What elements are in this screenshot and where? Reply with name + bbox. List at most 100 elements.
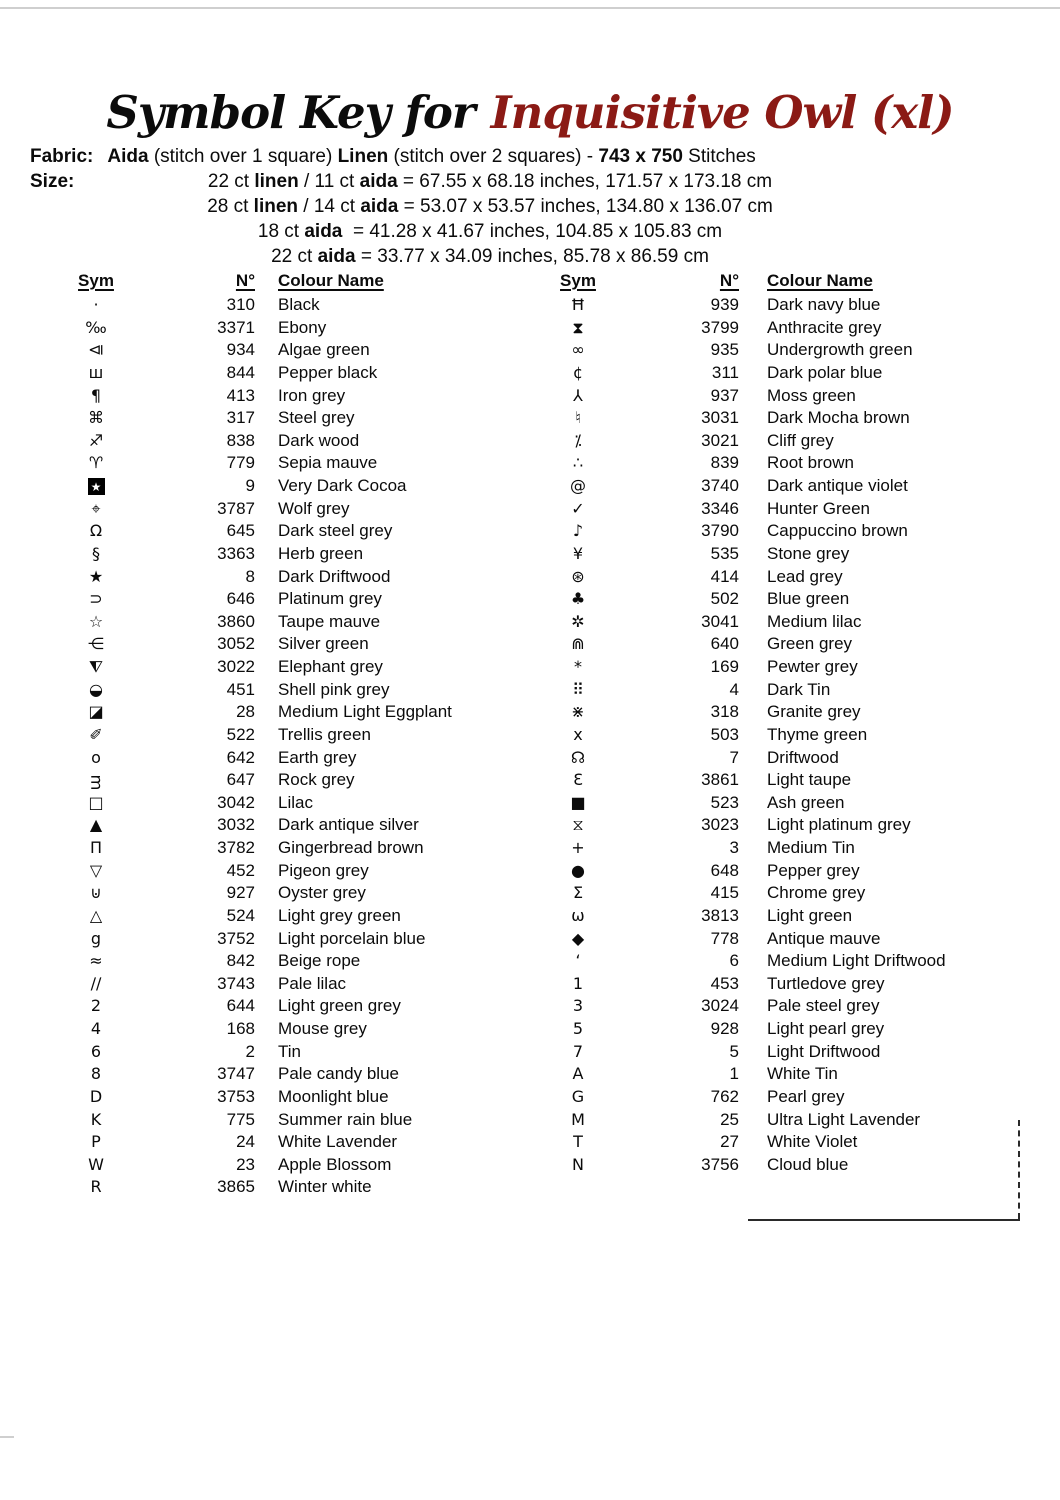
stitch-symbol: o <box>91 747 101 767</box>
colour-name: White Lavender <box>278 1132 398 1152</box>
table-row: ⌖ 3787 Wolf grey <box>60 498 560 521</box>
stitch-symbol: 4 <box>90 1019 102 1038</box>
thread-number: 3024 <box>701 996 739 1016</box>
thread-number: 3052 <box>217 634 255 654</box>
header-colour-name: Colour Name <box>278 271 384 290</box>
table-row: A 1 White Tin <box>542 1063 1039 1086</box>
thread-number: 3023 <box>701 815 739 835</box>
stitch-symbol: ☊ <box>570 747 586 767</box>
colour-name: Light green <box>767 905 853 925</box>
table-row: ⠿ 4 Dark Tin <box>542 679 1039 702</box>
thread-number: 6 <box>729 951 739 971</box>
thread-number: 25 <box>720 1109 739 1129</box>
stitch-symbol: K <box>90 1109 102 1129</box>
stitch-symbol: ⌘ <box>88 408 104 428</box>
table-header-right: Sym N° Colour Name <box>542 268 1039 294</box>
colour-name: Steel grey <box>278 408 355 428</box>
colour-name: Beige rope <box>278 951 361 971</box>
stitch-symbol: 1 <box>572 973 584 993</box>
stitch-symbol: ⋲ <box>88 634 104 654</box>
table-row: ☊ 7 Driftwood <box>542 747 1039 770</box>
colour-name: Very Dark Cocoa <box>278 476 407 495</box>
thread-number: 3865 <box>217 1177 255 1197</box>
thread-number: 318 <box>710 702 739 722</box>
colour-name: Trellis green <box>278 724 371 744</box>
stitch-symbol: Ɛ <box>573 770 583 790</box>
thread-number: 523 <box>710 792 739 812</box>
thread-number: 3346 <box>701 498 739 518</box>
stitch-symbol: ⌖ <box>91 498 101 518</box>
table-row: 2 644 Light green grey <box>60 995 560 1018</box>
stitch-symbol: ⁒ <box>574 430 582 450</box>
size-line: 22 ct linen / 11 ct aida = 67.55 x 68.18… <box>207 171 773 192</box>
stitch-symbol: ⅄ <box>573 385 583 405</box>
page-top-rule <box>0 7 1060 9</box>
table-row: △ 524 Light grey green <box>60 905 560 928</box>
stitch-symbol: ш <box>88 362 104 382</box>
stitch-symbol: ♪ <box>572 521 584 541</box>
size-line: 22 ct aida = 33.77 x 34.09 inches, 85.78… <box>271 246 709 267</box>
stitch-symbol: ⊃ <box>89 589 103 609</box>
size-line: 18 ct aida = 41.28 x 41.67 inches, 104.8… <box>257 221 723 242</box>
stitch-symbol: ⠿ <box>572 679 584 699</box>
colour-name: Medium lilac <box>767 611 862 631</box>
thread-number: 928 <box>710 1019 739 1038</box>
thread-number: 3747 <box>217 1064 255 1084</box>
table-row: ▽ 452 Pigeon grey <box>60 860 560 883</box>
table-row: ♪ 3790 Cappuccino brown <box>542 520 1039 543</box>
stitch-symbol: ∞ <box>571 340 585 360</box>
stitch-symbol: ■ <box>570 792 586 812</box>
thread-number: 842 <box>226 951 255 971</box>
stitch-symbol: □ <box>88 792 104 812</box>
colour-name: Pigeon grey <box>278 860 369 880</box>
colour-name: Light Driftwood <box>767 1041 881 1061</box>
fabric-line: Fabric: Aida (stitch over 1 square) Linen… <box>0 144 1060 169</box>
thread-number: 3032 <box>217 815 255 835</box>
stitch-symbol: ✓ <box>571 498 585 518</box>
stitch-symbol: W <box>88 1154 104 1174</box>
colour-name: Black <box>278 295 320 314</box>
table-row: ⋒ 640 Green grey <box>542 633 1039 656</box>
table-row: □ 3042 Lilac <box>60 792 560 815</box>
stitch-symbol: ⧨ <box>88 657 104 676</box>
thread-number: 310 <box>226 295 255 314</box>
colour-name: Ultra Light Lavender <box>767 1109 921 1129</box>
thread-number: 646 <box>226 589 255 609</box>
table-row: ♣ 502 Blue green <box>542 588 1039 611</box>
table-row: ⋲ 3052 Silver green <box>60 633 560 656</box>
stitch-symbol: P <box>91 1132 101 1152</box>
thread-number: 7 <box>729 747 739 767</box>
stitch-symbol: ◒ <box>89 679 103 699</box>
stitch-symbol: D <box>89 1086 103 1106</box>
colour-name: Light platinum grey <box>767 815 911 835</box>
table-row: Ħ 939 Dark navy blue <box>542 294 1039 317</box>
size-label: Size: <box>30 171 75 192</box>
colour-name: Oyster grey <box>278 883 366 903</box>
table-row: ⧏ 934 Algae green <box>60 339 560 362</box>
thread-number: 839 <box>710 453 739 473</box>
table-row: ‰ 3371 Ebony <box>60 317 560 340</box>
colour-name: Hunter Green <box>767 498 870 518</box>
colour-name: Moonlight blue <box>278 1086 389 1106</box>
table-row: + 3 Medium Tin <box>542 837 1039 860</box>
stitch-symbol: Ħ <box>570 295 586 314</box>
colour-name: Elephant grey <box>278 657 383 676</box>
stitch-symbol: § <box>92 543 100 563</box>
colour-name: Rock grey <box>278 770 355 790</box>
thread-number: 3041 <box>701 611 739 631</box>
thread-number: 3782 <box>217 838 255 857</box>
colour-name: Dark Tin <box>767 679 831 699</box>
colour-name: Winter white <box>278 1177 372 1197</box>
table-row: x 503 Thyme green <box>542 724 1039 747</box>
thread-number: 451 <box>226 679 255 699</box>
table-row: 3 3024 Pale steel grey <box>542 995 1039 1018</box>
stitch-symbol: ☆ <box>88 611 104 631</box>
table-row: ¥ 535 Stone grey <box>542 543 1039 566</box>
table-row: ♐ 838 Dark wood <box>60 430 560 453</box>
thread-number: 5 <box>729 1041 739 1061</box>
table-row: § 3363 Herb green <box>60 543 560 566</box>
table-row: ∞ 935 Undergrowth green <box>542 339 1039 362</box>
stitch-symbol: ‘ <box>575 951 581 971</box>
table-row: ⌘ 317 Steel grey <box>60 407 560 430</box>
colour-name: Root brown <box>767 453 854 473</box>
